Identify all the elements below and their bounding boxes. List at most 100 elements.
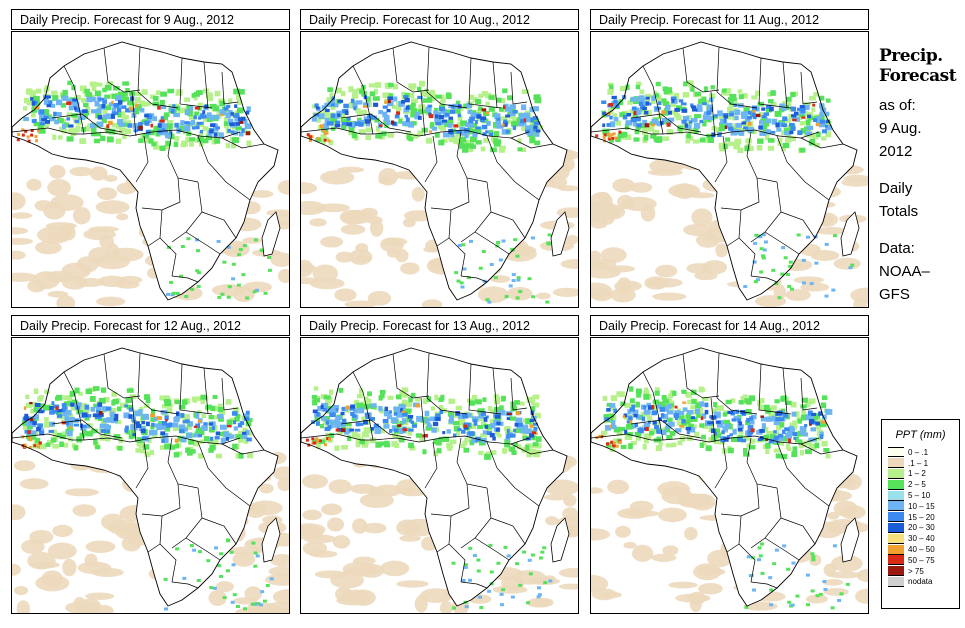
precip-cell bbox=[227, 434, 235, 439]
precip-cell bbox=[674, 405, 678, 409]
precip-cell bbox=[662, 136, 670, 141]
precip-cell bbox=[763, 120, 770, 127]
precip-cell bbox=[253, 238, 258, 242]
precip-cell bbox=[327, 396, 333, 403]
dry-patch bbox=[591, 261, 609, 269]
precip-cell bbox=[117, 118, 123, 125]
precip-cell bbox=[185, 447, 191, 453]
panel-title: Daily Precip. Forecast for 14 Aug., 2012 bbox=[590, 315, 869, 336]
precip-cell bbox=[229, 550, 234, 554]
precip-cell bbox=[619, 426, 626, 432]
precip-cell bbox=[514, 422, 519, 427]
dry-patch bbox=[399, 535, 421, 542]
precip-cell bbox=[139, 406, 144, 412]
dry-patch bbox=[827, 511, 840, 520]
dry-patch bbox=[118, 275, 143, 284]
precip-cell bbox=[652, 399, 660, 404]
precip-cell bbox=[819, 95, 825, 101]
precip-cell bbox=[525, 117, 531, 123]
precip-cell bbox=[447, 411, 454, 417]
precip-cell bbox=[134, 410, 141, 417]
precip-cell bbox=[352, 89, 359, 94]
precip-cell bbox=[98, 397, 106, 404]
precip-cell bbox=[419, 80, 426, 87]
precip-cell bbox=[734, 138, 742, 145]
precip-cell bbox=[166, 408, 173, 414]
precip-cell bbox=[699, 137, 706, 143]
precip-cell bbox=[45, 442, 51, 447]
precip-cell bbox=[359, 422, 364, 426]
dry-patch bbox=[644, 276, 669, 290]
precip-cell bbox=[637, 96, 642, 102]
precip-cell bbox=[601, 432, 606, 438]
precip-cell bbox=[346, 117, 351, 121]
precip-cell bbox=[471, 437, 478, 443]
precip-cell bbox=[36, 426, 41, 432]
precip-cell bbox=[383, 410, 391, 417]
precip-cell bbox=[466, 432, 471, 438]
precip-cell bbox=[354, 428, 361, 432]
precip-cell bbox=[438, 436, 445, 443]
precip-cell bbox=[406, 416, 413, 423]
precip-cell bbox=[475, 120, 478, 125]
dry-patch bbox=[414, 595, 428, 613]
precip-cell bbox=[740, 410, 746, 415]
dry-patch bbox=[359, 492, 394, 508]
precip-cell bbox=[201, 413, 207, 418]
precip-cell bbox=[320, 423, 325, 429]
precip-cell bbox=[746, 555, 751, 559]
precip-cell bbox=[825, 131, 832, 138]
precip-cell bbox=[495, 427, 500, 432]
precip-cell bbox=[91, 126, 97, 132]
precip-cell bbox=[108, 408, 113, 414]
precip-cell bbox=[495, 120, 502, 127]
precip-cell bbox=[387, 395, 394, 400]
precip-cell bbox=[775, 411, 779, 416]
precip-cell bbox=[316, 444, 321, 449]
precip-cell bbox=[403, 95, 409, 99]
precip-cell bbox=[509, 113, 516, 119]
country-border bbox=[510, 443, 554, 455]
precip-cell bbox=[203, 114, 207, 119]
dry-patch bbox=[65, 601, 101, 613]
precip-cell bbox=[186, 432, 193, 439]
precip-cell bbox=[116, 108, 122, 113]
precip-cell bbox=[252, 290, 257, 294]
precip-cell bbox=[426, 138, 432, 144]
precip-cell bbox=[44, 109, 49, 115]
precip-cell bbox=[655, 387, 660, 392]
precip-cell bbox=[408, 83, 413, 89]
precip-cell bbox=[74, 119, 80, 124]
precip-cell bbox=[533, 125, 538, 129]
precip-cell bbox=[66, 422, 70, 426]
precip-cell bbox=[222, 260, 227, 264]
precip-cell bbox=[694, 431, 700, 437]
precip-cell bbox=[488, 543, 493, 547]
precip-cell bbox=[80, 424, 87, 431]
precip-cell bbox=[325, 420, 329, 425]
precip-cell bbox=[459, 131, 465, 136]
precip-cell bbox=[206, 112, 212, 119]
precip-cell bbox=[532, 116, 538, 121]
dry-patch bbox=[617, 507, 650, 519]
precip-cell bbox=[452, 606, 457, 610]
precip-cell bbox=[655, 445, 662, 452]
heavy-rain-cell bbox=[21, 133, 25, 137]
precip-cell bbox=[361, 91, 367, 97]
country-border bbox=[460, 581, 488, 589]
precip-cell bbox=[767, 91, 773, 97]
precip-cell bbox=[787, 431, 792, 437]
precip-cell bbox=[134, 109, 140, 115]
precip-cell bbox=[63, 395, 68, 400]
precip-cell bbox=[708, 426, 713, 432]
precip-cell bbox=[803, 104, 810, 111]
precip-cell bbox=[800, 414, 807, 421]
precip-cell bbox=[624, 134, 632, 140]
precip-cell bbox=[784, 130, 791, 136]
precip-cell bbox=[698, 386, 704, 393]
heavy-rain-cell bbox=[26, 135, 30, 139]
precip-cell bbox=[101, 104, 106, 109]
precip-cell bbox=[489, 262, 494, 266]
precip-cell bbox=[404, 92, 410, 98]
